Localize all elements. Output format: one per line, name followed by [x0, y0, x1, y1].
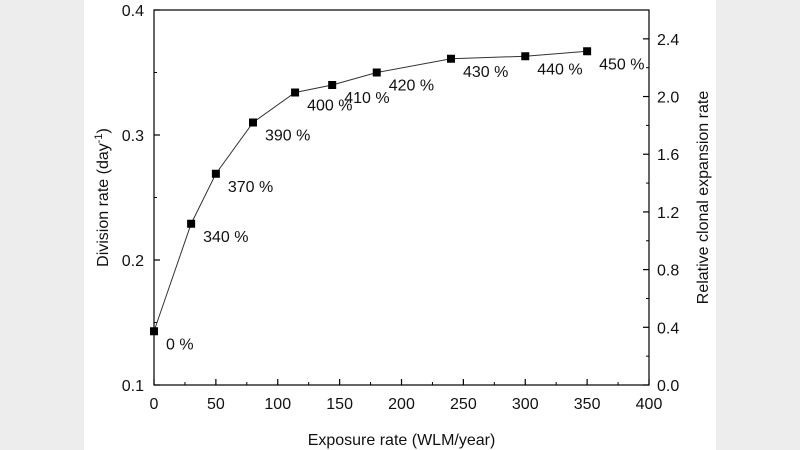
data-point — [447, 54, 455, 63]
series-line — [153, 50, 588, 332]
data-label: 450 % — [599, 56, 644, 73]
data-point — [372, 68, 381, 77]
y-axis-title-main: Division rate (day — [95, 143, 112, 267]
y-axis-title: Division rate (day-1) — [93, 128, 112, 267]
data-label: 430 % — [463, 64, 508, 81]
data-label: 420 % — [389, 78, 434, 95]
x-tick-label: 50 — [207, 396, 225, 413]
right-margin-panel — [716, 0, 800, 450]
x-tick-label: 350 — [574, 396, 601, 413]
data-point — [583, 47, 592, 56]
data-point — [249, 118, 257, 127]
y-tick-label: 0.3 — [122, 128, 144, 145]
data-label: 400 % — [307, 98, 352, 115]
y-tick-label: 0.1 — [122, 378, 144, 395]
y2-tick-label: 1.6 — [657, 147, 679, 164]
x-tick-label: 300 — [512, 396, 539, 413]
y-axis-left: 0.1 0.2 0.3 0.4 — [122, 3, 160, 395]
data-point — [150, 327, 158, 336]
y2-tick-label: 0.0 — [657, 378, 679, 395]
data-label: 340 % — [203, 229, 248, 246]
x-axis: 0 50 100 150 200 250 300 350 400 — [150, 379, 663, 413]
data-label: 410 % — [344, 90, 389, 107]
data-label: 370 % — [228, 179, 273, 196]
data-label: 0 % — [166, 336, 194, 353]
data-points — [150, 47, 592, 336]
data-point — [211, 169, 220, 178]
y-tick-label: 0.2 — [122, 253, 144, 270]
y-axis-right: 0.0 0.4 0.8 1.2 1.6 2.0 2.4 — [643, 9, 679, 395]
x-tick-label: 0 — [150, 396, 159, 413]
data-label: 390 % — [265, 128, 310, 145]
data-labels: 0 % 340 % 370 % 390 % 400 %410 %420 % 430 % 44… — [166, 56, 645, 353]
y2-tick-label: 2.0 — [657, 90, 679, 107]
x-tick-label: 100 — [264, 396, 291, 413]
y2-tick-label: 1.2 — [657, 205, 679, 222]
y-tick-label: 0.4 — [122, 3, 144, 20]
data-point — [187, 219, 196, 228]
x-tick-label: 250 — [450, 396, 477, 413]
data-point — [328, 81, 337, 89]
data-point — [291, 88, 300, 97]
y2-tick-label: 2.4 — [657, 32, 679, 49]
y2-axis-title: Relative clonal expansion rate — [695, 91, 712, 305]
y-axis-title-superscript: -1 — [93, 133, 105, 143]
x-tick-label: 200 — [388, 396, 415, 413]
y2-tick-label: 0.4 — [657, 320, 679, 337]
y2-tick-label: 0.8 — [657, 263, 679, 280]
series-line-group — [153, 50, 588, 332]
data-label: 440 % — [537, 61, 582, 78]
x-tick-label: 400 — [636, 396, 663, 413]
y-axis-title-close: ) — [95, 128, 112, 133]
left-margin-panel — [0, 0, 84, 450]
x-axis-title: Exposure rate (WLM/year) — [308, 432, 496, 449]
x-tick-label: 150 — [326, 396, 353, 413]
data-point — [521, 52, 530, 61]
